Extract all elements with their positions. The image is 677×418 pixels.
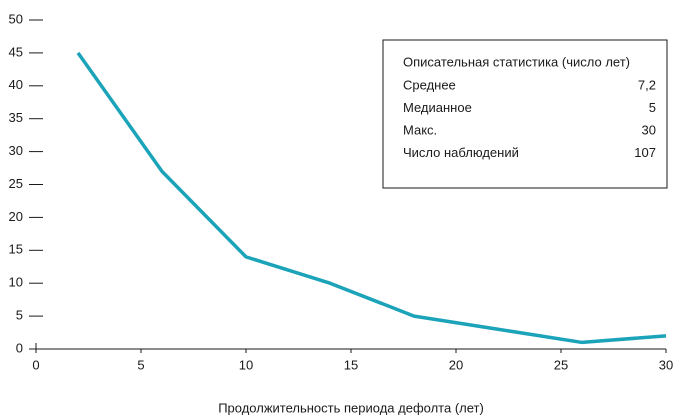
x-tick-label: 25 — [554, 357, 568, 372]
x-tick-label: 20 — [449, 357, 463, 372]
y-tick-label: 50 — [9, 11, 23, 26]
line — [76, 51, 667, 345]
x-tick-label: 10 — [239, 357, 253, 372]
y-tick-label: 10 — [9, 275, 23, 290]
x-tick-label: 0 — [32, 357, 39, 372]
stats-label: Медианное — [403, 100, 472, 115]
y-tick-label: 0 — [16, 340, 23, 355]
y-tick-label: 25 — [9, 176, 23, 191]
x-axis-label: Продолжительность периода дефолта (лет) — [218, 400, 484, 415]
y-tick-label: 5 — [16, 308, 23, 323]
stats-title: Описательная статистика (число лет) — [403, 54, 630, 69]
y-tick-label: 40 — [9, 77, 23, 92]
stats-value: 5 — [649, 100, 656, 115]
stats-value: 7,2 — [638, 77, 656, 92]
x-tick-label: 15 — [344, 357, 358, 372]
stats-label: Число наблюдений — [403, 145, 519, 160]
y-tick-label: 45 — [9, 44, 23, 59]
stats-label: Среднее — [403, 77, 456, 92]
y-tick-label: 35 — [9, 110, 23, 125]
y-tick-label: 20 — [9, 209, 23, 224]
stats-value: 107 — [634, 145, 656, 160]
stats-value: 30 — [642, 122, 656, 137]
y-tick-label: 15 — [9, 242, 23, 257]
stats-label: Макс. — [403, 122, 437, 137]
stats-box — [382, 39, 668, 189]
x-tick-label: 5 — [137, 357, 144, 372]
y-tick-label: 30 — [9, 143, 23, 158]
x-tick-label: 30 — [659, 357, 673, 372]
